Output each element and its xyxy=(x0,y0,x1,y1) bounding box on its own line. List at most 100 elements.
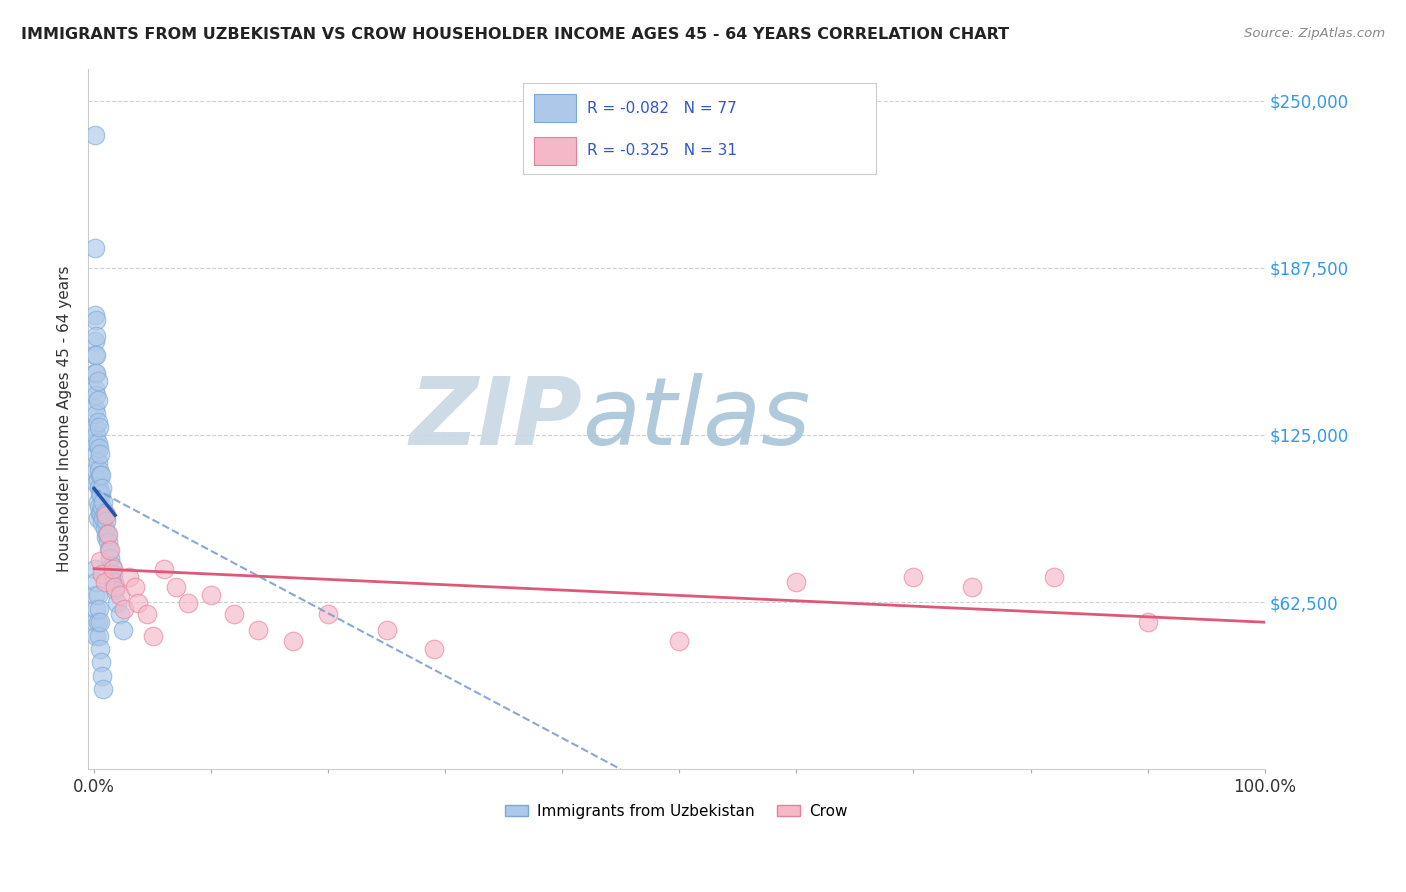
Immigrants from Uzbekistan xyxy=(91,668,114,682)
Immigrants from Uzbekistan xyxy=(87,482,110,496)
Text: IMMIGRANTS FROM UZBEKISTAN VS CROW HOUSEHOLDER INCOME AGES 45 - 64 YEARS CORRELA: IMMIGRANTS FROM UZBEKISTAN VS CROW HOUSE… xyxy=(21,27,1010,42)
Crow xyxy=(91,567,114,582)
Immigrants from Uzbekistan xyxy=(86,615,108,630)
Immigrants from Uzbekistan xyxy=(107,597,129,611)
Immigrants from Uzbekistan xyxy=(84,383,107,397)
Crow xyxy=(118,570,141,584)
Immigrants from Uzbekistan xyxy=(87,442,110,456)
Immigrants from Uzbekistan xyxy=(84,308,107,322)
Crow xyxy=(101,562,124,576)
Immigrants from Uzbekistan xyxy=(86,495,108,509)
Crow xyxy=(903,570,925,584)
Crow xyxy=(135,607,157,622)
Crow xyxy=(97,527,120,541)
Immigrants from Uzbekistan xyxy=(84,241,107,255)
Crow xyxy=(1136,615,1159,630)
Immigrants from Uzbekistan xyxy=(86,375,108,389)
Immigrants from Uzbekistan xyxy=(86,447,108,461)
Immigrants from Uzbekistan xyxy=(94,514,117,528)
Immigrants from Uzbekistan xyxy=(108,607,131,622)
Immigrants from Uzbekistan xyxy=(112,624,135,638)
Immigrants from Uzbekistan xyxy=(86,329,108,343)
Immigrants from Uzbekistan xyxy=(91,516,114,531)
Crow xyxy=(165,581,187,595)
Immigrants from Uzbekistan xyxy=(84,334,107,349)
Immigrants from Uzbekistan xyxy=(86,589,108,603)
Immigrants from Uzbekistan xyxy=(89,506,111,520)
Immigrants from Uzbekistan xyxy=(86,575,108,590)
Crow xyxy=(375,624,398,638)
Immigrants from Uzbekistan xyxy=(86,367,108,381)
Immigrants from Uzbekistan xyxy=(90,656,112,670)
Crow xyxy=(224,607,246,622)
Immigrants from Uzbekistan xyxy=(87,420,110,434)
Immigrants from Uzbekistan xyxy=(100,551,122,566)
Immigrants from Uzbekistan xyxy=(94,530,117,544)
Immigrants from Uzbekistan xyxy=(86,455,108,469)
Immigrants from Uzbekistan xyxy=(86,476,108,491)
Immigrants from Uzbekistan xyxy=(89,447,111,461)
Immigrants from Uzbekistan xyxy=(93,506,115,520)
Crow xyxy=(316,607,339,622)
Immigrants from Uzbekistan xyxy=(84,436,107,450)
Crow xyxy=(141,629,163,643)
Crow xyxy=(200,589,222,603)
Immigrants from Uzbekistan xyxy=(93,522,115,536)
Immigrants from Uzbekistan xyxy=(86,393,108,408)
Crow xyxy=(281,634,304,648)
Crow xyxy=(246,624,269,638)
Immigrants from Uzbekistan xyxy=(103,575,125,590)
Crow xyxy=(114,602,136,616)
Immigrants from Uzbekistan xyxy=(84,128,107,143)
Crow xyxy=(128,597,150,611)
Immigrants from Uzbekistan xyxy=(101,567,124,582)
Immigrants from Uzbekistan xyxy=(86,436,108,450)
Crow xyxy=(89,554,111,568)
Immigrants from Uzbekistan xyxy=(84,589,107,603)
Crow xyxy=(153,562,176,576)
Immigrants from Uzbekistan xyxy=(104,583,127,598)
Immigrants from Uzbekistan xyxy=(86,415,108,429)
Immigrants from Uzbekistan xyxy=(89,642,111,657)
Immigrants from Uzbekistan xyxy=(84,615,107,630)
Crow xyxy=(1043,570,1066,584)
Text: ZIP: ZIP xyxy=(409,373,582,465)
Immigrants from Uzbekistan xyxy=(84,562,107,576)
Immigrants from Uzbekistan xyxy=(86,348,108,362)
Immigrants from Uzbekistan xyxy=(86,602,108,616)
Immigrants from Uzbekistan xyxy=(89,615,111,630)
Immigrants from Uzbekistan xyxy=(87,629,110,643)
Crow xyxy=(100,543,122,558)
Immigrants from Uzbekistan xyxy=(93,681,115,696)
Legend: Immigrants from Uzbekistan, Crow: Immigrants from Uzbekistan, Crow xyxy=(499,797,855,825)
Immigrants from Uzbekistan xyxy=(86,388,108,402)
Crow xyxy=(94,508,117,523)
Immigrants from Uzbekistan xyxy=(84,420,107,434)
Crow xyxy=(93,575,115,590)
Crow xyxy=(104,581,127,595)
Immigrants from Uzbekistan xyxy=(87,602,110,616)
Text: atlas: atlas xyxy=(582,374,810,465)
Immigrants from Uzbekistan xyxy=(84,348,107,362)
Crow xyxy=(785,575,807,590)
Immigrants from Uzbekistan xyxy=(96,527,118,541)
Immigrants from Uzbekistan xyxy=(97,535,120,549)
Immigrants from Uzbekistan xyxy=(91,500,114,515)
Immigrants from Uzbekistan xyxy=(84,367,107,381)
Crow xyxy=(176,597,198,611)
Crow xyxy=(422,642,444,657)
Immigrants from Uzbekistan xyxy=(86,407,108,421)
Immigrants from Uzbekistan xyxy=(86,313,108,327)
Immigrants from Uzbekistan xyxy=(86,428,108,442)
Immigrants from Uzbekistan xyxy=(93,495,115,509)
Immigrants from Uzbekistan xyxy=(84,401,107,416)
Immigrants from Uzbekistan xyxy=(86,511,108,525)
Immigrants from Uzbekistan xyxy=(86,629,108,643)
Immigrants from Uzbekistan xyxy=(89,487,111,501)
Immigrants from Uzbekistan xyxy=(98,543,121,558)
Immigrants from Uzbekistan xyxy=(87,463,110,477)
Immigrants from Uzbekistan xyxy=(91,482,114,496)
Immigrants from Uzbekistan xyxy=(90,487,112,501)
Y-axis label: Householder Income Ages 45 - 64 years: Householder Income Ages 45 - 64 years xyxy=(58,266,72,572)
Immigrants from Uzbekistan xyxy=(90,506,112,520)
